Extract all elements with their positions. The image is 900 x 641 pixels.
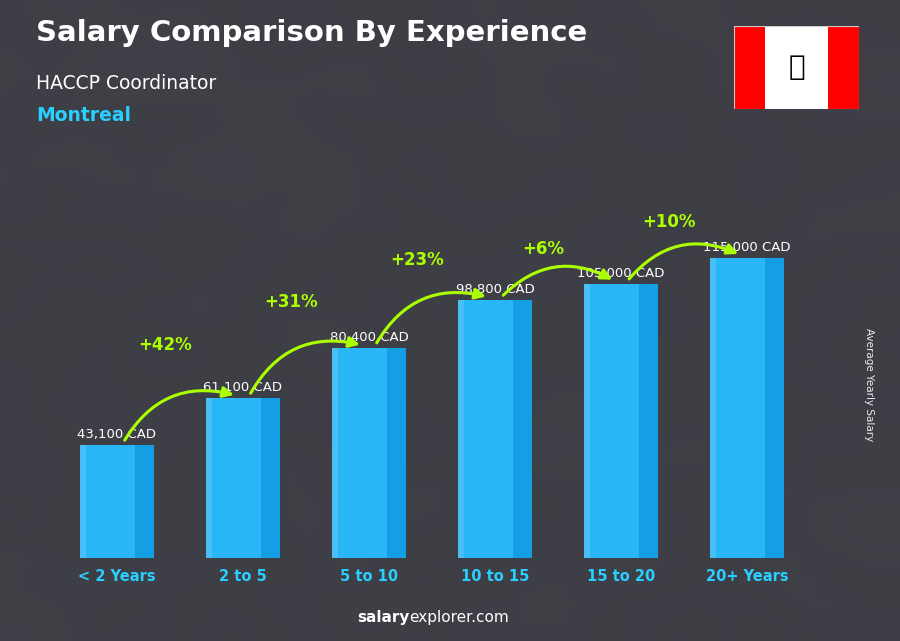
Bar — [734, 26, 765, 109]
Text: +23%: +23% — [390, 251, 444, 269]
Text: salary: salary — [357, 610, 410, 625]
Bar — [584, 283, 590, 558]
Text: +42%: +42% — [138, 336, 192, 354]
Text: 115,000 CAD: 115,000 CAD — [703, 240, 791, 254]
Bar — [458, 300, 464, 558]
Text: 105,000 CAD: 105,000 CAD — [577, 267, 665, 279]
Text: 61,100 CAD: 61,100 CAD — [203, 381, 283, 394]
Bar — [387, 348, 406, 558]
Bar — [828, 26, 859, 109]
Text: HACCP Coordinator: HACCP Coordinator — [36, 74, 216, 93]
Text: explorer.com: explorer.com — [410, 610, 509, 625]
Bar — [458, 300, 532, 558]
Text: +31%: +31% — [264, 294, 318, 312]
Bar — [710, 258, 784, 558]
Text: +10%: +10% — [642, 213, 696, 231]
Bar — [513, 300, 532, 558]
Text: 43,100 CAD: 43,100 CAD — [77, 428, 157, 441]
Text: Salary Comparison By Experience: Salary Comparison By Experience — [36, 19, 587, 47]
Bar — [332, 348, 406, 558]
Bar — [710, 258, 716, 558]
Bar — [206, 398, 280, 558]
Bar — [80, 445, 154, 558]
Bar — [80, 445, 86, 558]
Bar — [206, 398, 212, 558]
Text: Average Yearly Salary: Average Yearly Salary — [863, 328, 874, 441]
Bar — [765, 258, 784, 558]
Bar — [332, 348, 338, 558]
Bar — [261, 398, 280, 558]
Text: 80,400 CAD: 80,400 CAD — [329, 331, 409, 344]
Text: +6%: +6% — [522, 240, 564, 258]
Bar — [584, 283, 658, 558]
Text: Montreal: Montreal — [36, 106, 131, 125]
Text: 🍁: 🍁 — [788, 53, 805, 81]
Text: 98,800 CAD: 98,800 CAD — [455, 283, 535, 296]
Bar — [135, 445, 154, 558]
Bar — [639, 283, 658, 558]
